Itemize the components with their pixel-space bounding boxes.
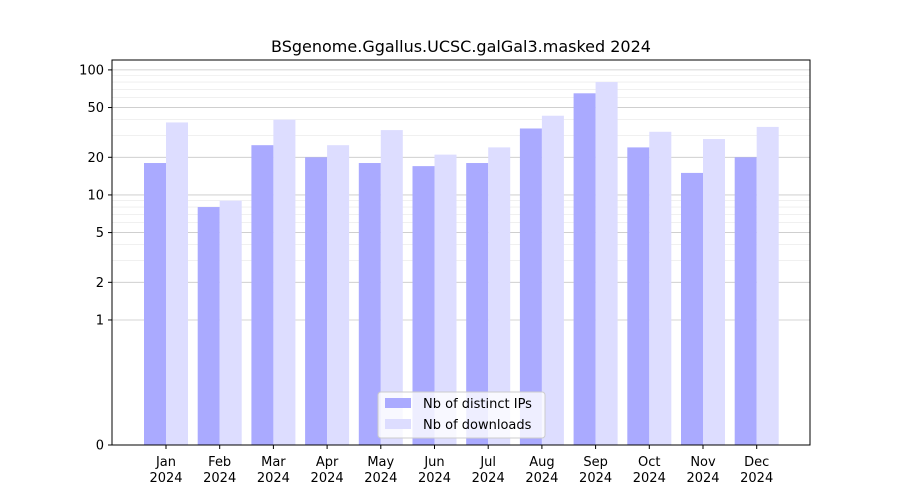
bar-downloads bbox=[756, 126, 779, 446]
x-tick-label-year: 2024 bbox=[472, 471, 505, 486]
x-tick-label-year: 2024 bbox=[740, 471, 773, 486]
bar-downloads bbox=[649, 131, 672, 445]
x-tick-label-year: 2024 bbox=[686, 471, 719, 486]
y-tick-label: 0 bbox=[96, 439, 104, 454]
x-tick-label-month: Jun bbox=[423, 455, 444, 470]
bar-downloads bbox=[219, 200, 242, 445]
bar-downloads bbox=[166, 122, 188, 445]
x-tick-label-month: Jul bbox=[479, 455, 496, 470]
legend-swatch-ips bbox=[385, 398, 411, 408]
y-tick-label: 50 bbox=[87, 101, 104, 116]
bar-ips bbox=[412, 166, 435, 445]
bar-ips bbox=[519, 128, 542, 445]
bar-ips bbox=[734, 157, 757, 445]
x-tick-label-year: 2024 bbox=[311, 471, 344, 486]
x-tick-label-year: 2024 bbox=[579, 471, 612, 486]
chart-title: BSgenome.Ggallus.UCSC.galGal3.masked 202… bbox=[271, 37, 651, 56]
bar-ips bbox=[358, 163, 381, 445]
legend-label-ips: Nb of distinct IPs bbox=[423, 397, 532, 412]
bar-downloads bbox=[595, 82, 618, 445]
bar-ips bbox=[627, 147, 650, 446]
bar-ips bbox=[144, 163, 166, 445]
y-tick-label: 100 bbox=[79, 63, 104, 78]
x-tick-label-year: 2024 bbox=[633, 471, 666, 486]
x-tick-label-month: Dec bbox=[744, 455, 769, 470]
x-tick-label-year: 2024 bbox=[364, 471, 397, 486]
bar-downloads bbox=[327, 145, 350, 445]
plot-frame bbox=[111, 59, 811, 446]
y-tick-label: 10 bbox=[87, 188, 104, 203]
bar-downloads bbox=[541, 115, 564, 445]
x-tick-label-year: 2024 bbox=[203, 471, 236, 486]
legend-frame bbox=[377, 391, 546, 439]
x-tick-label-year: 2024 bbox=[525, 471, 558, 486]
bar-downloads bbox=[703, 139, 725, 445]
bar-ips bbox=[466, 163, 489, 445]
bars bbox=[144, 82, 779, 446]
x-tick-label-month: Nov bbox=[690, 455, 716, 470]
bar-downloads bbox=[380, 130, 403, 445]
y-tick-label: 20 bbox=[87, 151, 104, 166]
x-tick-label-month: May bbox=[367, 455, 394, 470]
x-tick-label-month: Sep bbox=[583, 455, 608, 470]
x-tick-label-month: Oct bbox=[638, 455, 660, 470]
legend-swatch-downloads bbox=[385, 419, 411, 429]
x-tick-label-month: Aug bbox=[529, 455, 554, 470]
bar-ips bbox=[681, 172, 703, 445]
bar-ips bbox=[197, 207, 220, 445]
x-tick-label-month: Jan bbox=[155, 455, 176, 470]
x-tick-label-month: Feb bbox=[208, 455, 231, 470]
x-tick-label-year: 2024 bbox=[257, 471, 290, 486]
bar-ips bbox=[251, 145, 274, 445]
bar-ips bbox=[305, 157, 328, 445]
bar-downloads bbox=[488, 147, 511, 446]
bar-ips bbox=[573, 93, 596, 446]
legend-label-downloads: Nb of downloads bbox=[423, 418, 532, 433]
legend: Nb of distinct IPs Nb of downloads bbox=[377, 391, 546, 439]
y-tick-label: 1 bbox=[96, 313, 104, 328]
x-tick-label-year: 2024 bbox=[149, 471, 182, 486]
axes: 0125102050100Jan2024Feb2024Mar2024Apr202… bbox=[79, 59, 811, 486]
bar-downloads bbox=[273, 119, 296, 446]
y-tick-label: 5 bbox=[96, 226, 104, 241]
bar-downloads bbox=[434, 154, 457, 446]
x-tick-label-month: Mar bbox=[261, 455, 286, 470]
x-tick-label-year: 2024 bbox=[418, 471, 451, 486]
y-tick-label: 2 bbox=[96, 276, 104, 291]
x-tick-label-month: Apr bbox=[316, 455, 339, 470]
